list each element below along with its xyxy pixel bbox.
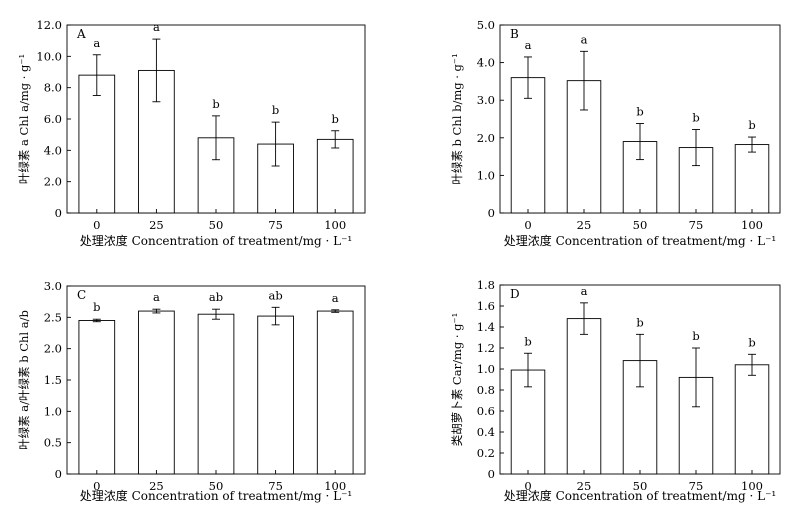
y-tick-label: 2.0	[44, 175, 62, 189]
x-tick-label: 50	[209, 479, 224, 493]
x-axis-title: 处理浓度 Concentration of treatment/mg · L⁻¹	[504, 488, 776, 503]
x-tick-label: 0	[93, 218, 100, 232]
bar	[257, 315, 294, 475]
significance-label: b	[272, 103, 279, 117]
significance-label: a	[93, 36, 100, 50]
y-tick-label: 2.5	[44, 310, 62, 324]
x-tick-label: 50	[209, 218, 224, 232]
x-tick-label: 75	[689, 479, 704, 493]
bar	[197, 313, 235, 475]
y-tick-label: 0	[488, 467, 495, 481]
y-tick-label: 1.5	[44, 373, 62, 387]
chart-panel-d: 0 0.2 0.4 0.6 0.8 1.0 1.2 1.4 1.6 1.8 b 0 a 25 b 50 b 75 b…	[450, 278, 781, 503]
chart-panel-c: 0 0.5 1.0 1.5 2.0 2.5 3.0 b 0 a 25 ab 50 ab 75 a 100 C 处理浓…	[17, 279, 366, 503]
significance-label: b	[692, 329, 699, 343]
panel-letter: D	[510, 287, 520, 301]
x-tick-label: 75	[268, 479, 283, 493]
x-tick-label: 100	[324, 218, 346, 232]
y-tick-label: 4.0	[44, 143, 62, 157]
significance-label: b	[748, 118, 755, 132]
significance-label: b	[93, 300, 100, 314]
y-axis-title: 类胡萝卜素 Car/mg · g⁻¹	[450, 313, 464, 446]
y-tick-label: 0.2	[477, 446, 495, 460]
bar	[316, 138, 354, 214]
significance-label: b	[636, 315, 643, 329]
x-tick-label: 0	[524, 218, 531, 232]
y-axis-title: 叶绿素 b Chl b/mg · g⁻¹	[450, 53, 464, 184]
y-tick-label: 1.0	[477, 168, 495, 182]
y-axis-title: 叶绿素 a Chl a/mg · g⁻¹	[17, 54, 31, 184]
x-tick-label: 100	[741, 218, 763, 232]
x-tick-label: 25	[577, 479, 592, 493]
x-tick-label: 75	[268, 218, 283, 232]
significance-label: ab	[209, 290, 223, 304]
significance-label: b	[748, 335, 755, 349]
x-tick-label: 25	[149, 479, 164, 493]
x-tick-label: 25	[577, 218, 592, 232]
y-tick-label: 5.0	[477, 18, 495, 32]
significance-label: b	[636, 105, 643, 119]
y-tick-label: 0.6	[477, 404, 495, 418]
significance-label: b	[332, 112, 339, 126]
x-tick-label: 0	[93, 479, 100, 493]
y-tick-label: 0.8	[477, 383, 495, 397]
bar	[566, 318, 602, 475]
y-tick-label: 0.4	[477, 425, 495, 439]
x-tick-label: 100	[324, 479, 346, 493]
y-tick-label: 0	[488, 206, 495, 220]
y-axis-title: 叶绿素 a/叶绿素 b Chl a/b	[17, 310, 31, 450]
y-tick-label: 3.0	[44, 279, 62, 293]
significance-label: b	[212, 97, 219, 111]
y-tick-label: 2.0	[44, 342, 62, 356]
panel-letter: A	[76, 27, 86, 41]
x-tick-label: 75	[689, 218, 704, 232]
y-tick-label: 1.6	[477, 299, 495, 313]
significance-label: a	[581, 32, 588, 46]
x-axis-title: 处理浓度 Concentration of treatment/mg · L⁻¹	[504, 233, 776, 248]
y-tick-label: 3.0	[477, 93, 495, 107]
y-tick-label: 8.0	[44, 81, 62, 95]
bar	[138, 310, 175, 475]
chart-panel-a: 0 2.0 4.0 6.0 8.0 10.0 12.0 a 0 a 25 b 50 b 75 b 100 A 处理浓…	[17, 18, 366, 248]
x-tick-label: 50	[633, 479, 648, 493]
bar	[316, 310, 354, 475]
y-tick-label: 0.5	[44, 436, 62, 450]
significance-label: a	[332, 291, 339, 305]
panel-letter: C	[77, 288, 86, 302]
y-tick-label: 6.0	[44, 112, 62, 126]
y-tick-label: 0	[55, 467, 62, 481]
y-tick-label: 0	[55, 206, 62, 220]
y-tick-label: 1.0	[477, 362, 495, 376]
x-tick-label: 0	[524, 479, 531, 493]
x-tick-label: 100	[741, 479, 763, 493]
significance-label: a	[581, 284, 588, 298]
y-tick-label: 1.8	[477, 278, 495, 292]
significance-label: b	[692, 111, 699, 125]
significance-label: ab	[268, 288, 282, 302]
significance-label: a	[153, 20, 160, 34]
y-tick-label: 12.0	[36, 18, 62, 32]
y-tick-label: 1.0	[44, 404, 62, 418]
y-tick-label: 10.0	[36, 49, 62, 63]
x-tick-label: 25	[149, 218, 164, 232]
bar	[734, 144, 770, 214]
y-tick-label: 1.4	[477, 320, 495, 334]
y-tick-label: 4.0	[477, 56, 495, 70]
panel-letter: B	[510, 27, 519, 41]
x-tick-label: 50	[633, 218, 648, 232]
y-tick-label: 2.0	[477, 131, 495, 145]
y-tick-label: 1.2	[477, 341, 495, 355]
significance-label: a	[525, 38, 532, 52]
bar	[78, 320, 116, 475]
significance-label: b	[524, 334, 531, 348]
significance-label: a	[153, 290, 160, 304]
x-axis-title: 处理浓度 Concentration of treatment/mg · L⁻¹	[80, 488, 352, 503]
bar	[510, 77, 546, 214]
x-axis-title: 处理浓度 Concentration of treatment/mg · L⁻¹	[80, 233, 352, 248]
bar	[734, 364, 770, 475]
chart-panel-b: 0 1.0 2.0 3.0 4.0 5.0 a 0 a 25 b 50 b 75 b 100 B 处理浓度 Con…	[450, 18, 781, 248]
